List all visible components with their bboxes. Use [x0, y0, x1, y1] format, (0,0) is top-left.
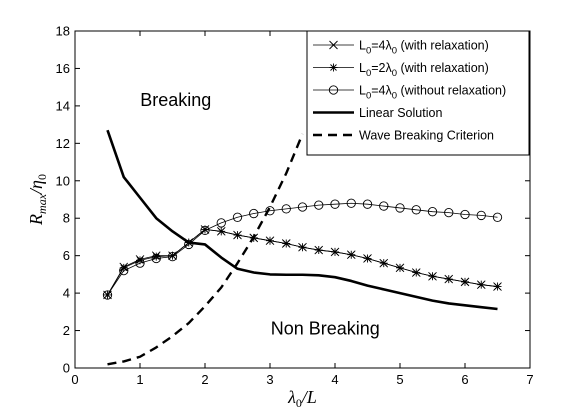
asterisk-marker-legend [329, 63, 338, 72]
asterisk-marker-8 [233, 231, 242, 240]
x-axis-label: λ0/L [287, 387, 317, 410]
asterisk-marker-12 [298, 243, 307, 252]
circle-marker-5 [184, 239, 194, 250]
circle-marker-23 [476, 210, 486, 221]
asterisk-marker-11 [282, 239, 291, 248]
x-tick-label: 6 [461, 372, 468, 387]
circle-marker-12 [297, 202, 308, 212]
series-line [107, 202, 498, 296]
asterisk-marker-15 [347, 250, 356, 259]
legend-label: L0=4λ0 (with relaxation) [359, 39, 489, 57]
x-tick-label: 0 [71, 372, 78, 387]
asterisk-marker-19 [412, 268, 421, 277]
asterisk-marker-1 [119, 263, 128, 272]
asterisk-marker-18 [396, 263, 404, 272]
asterisk-marker-16 [363, 254, 372, 263]
circle-marker-14 [330, 199, 340, 209]
y-tick-label: 0 [63, 361, 70, 376]
y-tick-label: 18 [56, 24, 70, 39]
legend-entry-wave-breaking-criterion: Wave Breaking Criterion [313, 129, 494, 143]
y-tick-label: 8 [63, 211, 70, 226]
x-tick-label: 2 [201, 372, 208, 387]
circle-marker-10 [265, 206, 275, 216]
legend: L0=4λ0 (with relaxation) L0=2λ0 (with rel… [306, 30, 530, 156]
asterisk-marker-10 [266, 236, 274, 245]
series-line [107, 133, 304, 366]
y-tick-label: 12 [56, 136, 70, 151]
x-tick-label: 5 [396, 372, 403, 387]
annotation-layer: Breaking Non Breaking [140, 90, 380, 338]
x-tick-label: 1 [136, 372, 143, 387]
y-axis-label: Rmax/η0 [26, 174, 49, 226]
circle-marker-0 [102, 290, 113, 300]
series-wave-breaking-criterion [107, 133, 304, 366]
asterisk-marker-20 [428, 272, 437, 281]
x-tick-label: 7 [526, 372, 533, 387]
y-tick-label: 16 [56, 61, 70, 76]
circle-marker-15 [346, 198, 356, 208]
series-L0-2-with-relaxation [103, 225, 502, 299]
asterisk-marker-2 [136, 256, 144, 265]
circle-marker-legend [328, 85, 339, 95]
circle-marker-21 [444, 207, 454, 218]
asterisk-marker-4 [168, 251, 177, 260]
circle-marker-9 [249, 208, 259, 219]
asterisk-marker-0 [103, 290, 112, 299]
x-marker-legend [329, 40, 338, 50]
y-tick-label: 6 [63, 248, 70, 263]
legend-entry-L0-4-without-relaxation: L0=4λ0 (without relaxation) [313, 84, 506, 102]
circle-marker-19 [411, 205, 421, 215]
series-layer [102, 129, 503, 366]
asterisk-marker-3 [152, 252, 161, 261]
annotation-breaking: Breaking [140, 90, 211, 110]
y-tick-label: 14 [56, 98, 70, 113]
circle-marker-3 [151, 253, 161, 264]
x-tick-label: 3 [266, 372, 273, 387]
asterisk-marker-22 [461, 277, 469, 286]
circle-marker-18 [395, 203, 405, 213]
circle-marker-7 [216, 218, 226, 228]
y-tick-label: 2 [63, 323, 70, 338]
legend-label: Wave Breaking Criterion [359, 129, 494, 143]
asterisk-marker-13 [314, 246, 323, 255]
asterisk-marker-14 [331, 247, 339, 256]
legend-entry-L0-4-with-relaxation: L0=4λ0 (with relaxation) [313, 39, 489, 57]
annotation-non-breaking: Non Breaking [271, 318, 380, 338]
y-tick-label: 10 [56, 173, 70, 188]
circle-marker-13 [314, 200, 324, 210]
x-tick-label: 4 [331, 372, 338, 387]
asterisk-marker-7 [217, 227, 226, 236]
axes-frame [74, 30, 531, 369]
circle-marker-1 [119, 265, 129, 276]
circle-marker-8 [232, 212, 243, 222]
circle-marker-11 [281, 204, 291, 214]
asterisk-marker-17 [379, 259, 388, 268]
circle-marker-6 [200, 225, 210, 236]
circle-marker-24 [492, 212, 503, 222]
asterisk-marker-24 [493, 282, 502, 291]
y-tick-label: 4 [63, 286, 70, 301]
asterisk-marker-6 [201, 225, 209, 234]
circle-marker-22 [460, 209, 470, 220]
circle-marker-17 [379, 201, 389, 211]
series-linear-solution [106, 129, 498, 311]
asterisk-marker-23 [477, 280, 486, 289]
legend-label: L0=2λ0 (with relaxation) [359, 61, 489, 79]
asterisk-marker-21 [444, 275, 453, 284]
legend-label: L0=4λ0 (without relaxation) [359, 84, 506, 102]
circle-marker-16 [362, 199, 373, 209]
circle-marker-20 [427, 207, 438, 217]
circle-marker-2 [135, 258, 145, 268]
series-line [106, 129, 498, 311]
circle-marker-4 [167, 251, 178, 262]
legend-entry-L0-2-with-relaxation: L0=2λ0 (with relaxation) [313, 61, 489, 79]
series-L0-4-without-relaxation [102, 198, 503, 300]
legend-label: Linear Solution [359, 106, 442, 120]
legend-entry-linear-solution: Linear Solution [313, 106, 442, 120]
